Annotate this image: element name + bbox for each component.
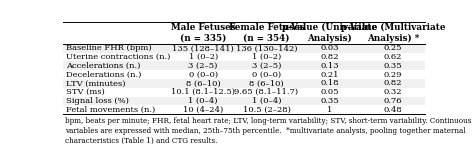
Text: 8 (6–10): 8 (6–10) (186, 79, 220, 87)
Bar (63, 97, 425, 105)
Text: p-Value (Multivariate
Analysis) *: p-Value (Multivariate Analysis) * (341, 23, 446, 43)
Text: 0.35: 0.35 (320, 97, 339, 105)
Text: 8 (6–10): 8 (6–10) (249, 79, 284, 87)
Text: 0.21: 0.21 (320, 71, 339, 79)
Text: Baseline FHR (bpm): Baseline FHR (bpm) (66, 44, 152, 52)
Text: 0.35: 0.35 (384, 62, 402, 70)
Text: 1 (0–4): 1 (0–4) (252, 97, 281, 105)
Text: Decelerations (n.): Decelerations (n.) (66, 71, 141, 79)
Text: STV (ms): STV (ms) (66, 88, 105, 96)
Text: 10.1 (8.1–12.5): 10.1 (8.1–12.5) (171, 88, 235, 96)
Text: Signal loss (%): Signal loss (%) (66, 97, 129, 105)
Text: 0.76: 0.76 (384, 97, 402, 105)
Text: 0 (0–0): 0 (0–0) (252, 71, 281, 79)
Text: 1 (0–4): 1 (0–4) (188, 97, 218, 105)
Text: 10.5 (2–28): 10.5 (2–28) (243, 106, 291, 114)
Text: 0.82: 0.82 (384, 79, 402, 87)
Text: 1 (0–2): 1 (0–2) (189, 53, 218, 61)
Text: 3 (2–5): 3 (2–5) (189, 62, 218, 70)
Text: 135 (128–141): 135 (128–141) (172, 44, 234, 52)
Text: 0 (0–0): 0 (0–0) (189, 71, 218, 79)
Text: 0.32: 0.32 (384, 88, 402, 96)
Text: 0.18: 0.18 (320, 79, 339, 87)
Text: bpm, beats per minute; FHR, fetal heart rate; LTV, long-term variability; STV, s: bpm, beats per minute; FHR, fetal heart … (65, 117, 471, 145)
Text: 0.05: 0.05 (320, 88, 339, 96)
Bar (63, 61, 425, 70)
Text: 136 (130–142): 136 (130–142) (236, 44, 297, 52)
Text: 0.29: 0.29 (384, 71, 402, 79)
Text: 0.48: 0.48 (384, 106, 402, 114)
Text: 3 (2–5): 3 (2–5) (252, 62, 281, 70)
Text: 0.62: 0.62 (384, 53, 402, 61)
Text: 0.03: 0.03 (320, 44, 339, 52)
Text: 1 (0–2): 1 (0–2) (252, 53, 281, 61)
Text: 1: 1 (327, 106, 332, 114)
Text: 9.65 (8.1–11.7): 9.65 (8.1–11.7) (235, 88, 299, 96)
Bar (63, 79, 425, 88)
Bar (63, 44, 425, 53)
Text: Uterine contractions (n.): Uterine contractions (n.) (66, 53, 170, 61)
Text: 10 (4–24): 10 (4–24) (183, 106, 223, 114)
Text: LTV (minutes): LTV (minutes) (66, 79, 125, 87)
Text: 0.13: 0.13 (320, 62, 339, 70)
Text: Accelerations (n.): Accelerations (n.) (66, 62, 140, 70)
Text: Fetal movements (n.): Fetal movements (n.) (66, 106, 155, 114)
Text: 0.82: 0.82 (320, 53, 339, 61)
Text: 0.25: 0.25 (384, 44, 402, 52)
Text: p-Value (Univariate
Analysis): p-Value (Univariate Analysis) (282, 23, 377, 43)
Text: Female Fetuses
(n = 354): Female Fetuses (n = 354) (228, 23, 304, 43)
Text: Male Fetuses
(n = 335): Male Fetuses (n = 335) (171, 23, 236, 43)
